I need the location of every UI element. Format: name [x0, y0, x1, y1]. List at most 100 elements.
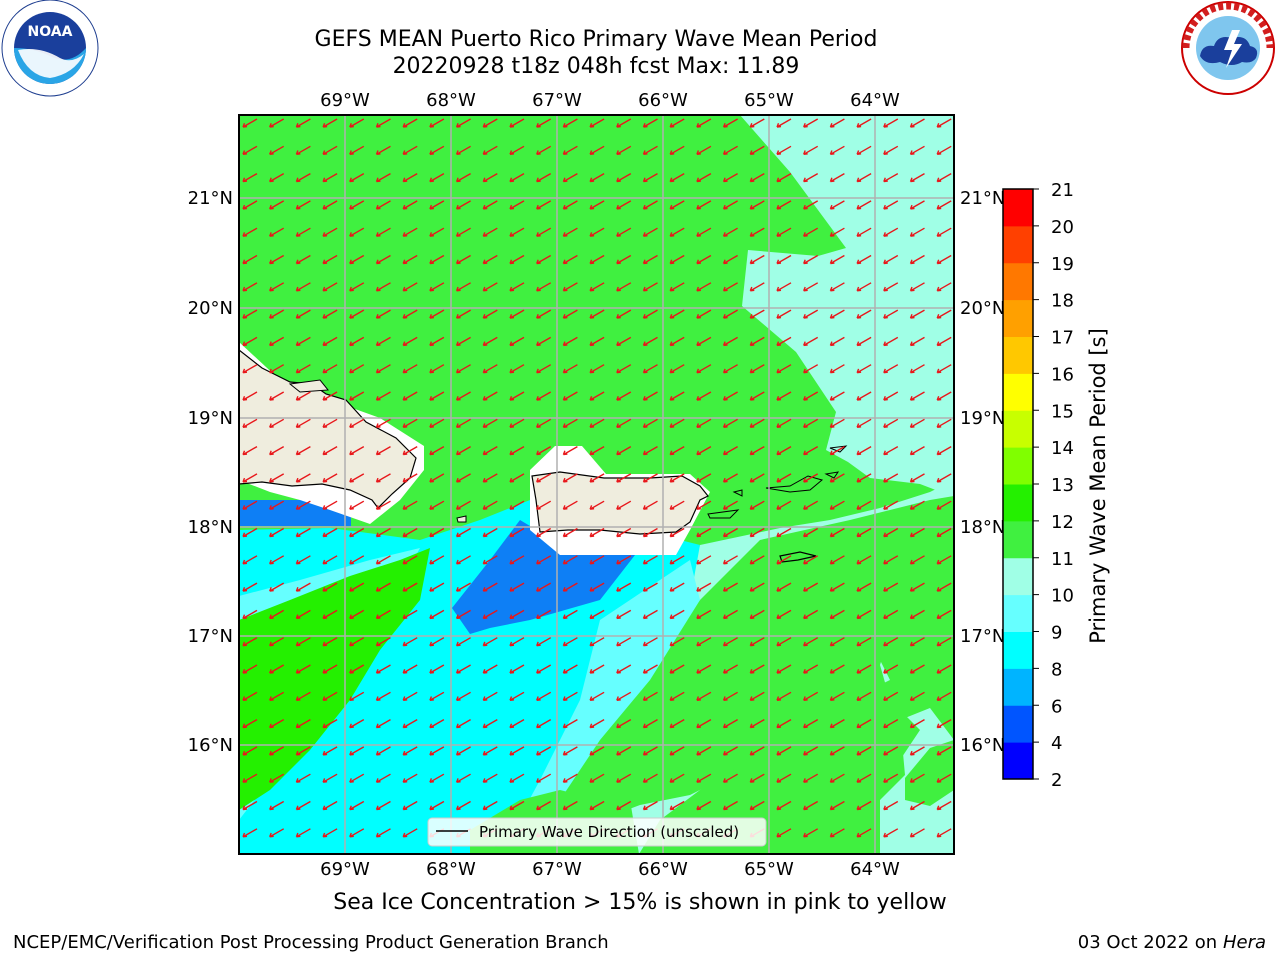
wave-arrow	[589, 364, 605, 374]
wave-arrow	[722, 445, 738, 456]
wave-arrow	[883, 664, 899, 674]
colorbar-tick-label: 6	[1051, 696, 1062, 717]
wave-arrow	[349, 445, 365, 456]
lon-label: 68°W	[426, 90, 476, 111]
wave-arrow	[749, 282, 765, 292]
wave-arrow	[829, 773, 845, 783]
wave-arrow	[429, 527, 445, 538]
wave-arrow	[696, 254, 712, 265]
wave-arrow	[402, 664, 418, 674]
lon-label: 66°W	[638, 859, 688, 880]
wave-arrow	[429, 118, 445, 128]
wave-arrow	[429, 364, 445, 374]
wave-arrow	[375, 282, 391, 292]
lat-label: 17°N	[188, 626, 233, 647]
wave-arrow	[562, 773, 578, 783]
wave-arrow	[322, 309, 338, 319]
wave-arrow	[562, 691, 578, 701]
wave-arrow	[669, 800, 685, 811]
wave-arrow	[482, 800, 498, 811]
wave-arrow	[429, 336, 445, 347]
wave-arrow	[482, 254, 498, 265]
wave-arrow	[669, 746, 685, 756]
wave-arrow	[642, 664, 658, 674]
wave-arrow	[829, 746, 845, 756]
wave-arrow	[455, 282, 471, 292]
wave-arrow	[509, 336, 525, 347]
wave-arrow	[936, 336, 952, 347]
wave-arrow	[455, 145, 471, 155]
wave-arrow	[829, 828, 845, 838]
wave-arrow	[669, 445, 685, 456]
wave-arrow	[803, 582, 819, 592]
field-green-far-se	[905, 740, 954, 806]
wave-arrow	[696, 145, 712, 155]
wave-arrow	[616, 145, 632, 155]
wave-arrow	[669, 227, 685, 237]
wave-arrow	[909, 445, 925, 456]
colorbar-segment	[1003, 557, 1033, 596]
wave-arrow	[455, 118, 471, 128]
legend-label: Primary Wave Direction (unscaled)	[479, 823, 739, 841]
wave-arrow	[482, 418, 498, 428]
wave-arrow	[883, 200, 899, 210]
wave-arrow	[856, 500, 872, 510]
wave-arrow	[242, 254, 258, 265]
wave-arrow	[375, 746, 391, 756]
wave-arrow	[909, 500, 925, 510]
wave-arrow	[295, 364, 311, 374]
wave-arrow	[936, 445, 952, 456]
wave-arrow	[856, 364, 872, 374]
wave-arrow	[642, 418, 658, 428]
wave-arrow	[562, 500, 578, 510]
lon-label: 65°W	[744, 859, 794, 880]
wave-arrow	[642, 527, 658, 538]
wave-arrow	[883, 555, 899, 565]
footer-host: Hera	[1222, 932, 1266, 953]
wave-arrow	[722, 118, 738, 128]
wave-arrow	[322, 664, 338, 674]
wave-arrow	[536, 582, 552, 592]
wave-arrow	[482, 664, 498, 674]
wave-arrow	[589, 527, 605, 538]
wave-arrow	[562, 473, 578, 483]
wave-arrow	[482, 637, 498, 647]
wave-arrow	[536, 555, 552, 565]
wave-arrow	[455, 500, 471, 510]
wave-arrow	[509, 445, 525, 456]
wave-arrow	[375, 800, 391, 811]
wave-arrow	[616, 637, 632, 647]
wave-arrow	[696, 582, 712, 592]
wave-arrow	[536, 172, 552, 183]
wave-arrow	[856, 746, 872, 756]
wave-arrow	[749, 773, 765, 783]
wave-arrow	[509, 718, 525, 729]
wave-arrow	[562, 391, 578, 401]
wave-arrow	[562, 718, 578, 729]
land-anguilla	[824, 471, 840, 479]
wave-arrow	[242, 582, 258, 592]
wave-arrow	[856, 336, 872, 347]
wave-arrow	[722, 664, 738, 674]
wave-arrow	[936, 309, 952, 319]
wave-arrow	[776, 473, 792, 483]
wave-arrow	[349, 145, 365, 155]
wave-arrow	[349, 391, 365, 401]
lat-label: 16°N	[188, 735, 233, 756]
wave-arrow	[482, 445, 498, 456]
wave-arrow	[936, 773, 952, 783]
wave-arrow	[509, 309, 525, 319]
wave-arrow	[375, 364, 391, 374]
wave-arrow	[589, 118, 605, 128]
wave-arrow	[242, 746, 258, 756]
wave-arrow	[269, 582, 285, 592]
lon-label: 67°W	[532, 859, 582, 880]
wave-arrow	[242, 473, 258, 483]
wave-arrow	[696, 336, 712, 347]
wave-arrow	[909, 800, 925, 811]
wave-arrow	[322, 718, 338, 729]
wave-arrow	[909, 309, 925, 319]
wave-arrow	[616, 445, 632, 456]
wave-arrow	[589, 145, 605, 155]
wave-arrow	[883, 336, 899, 347]
